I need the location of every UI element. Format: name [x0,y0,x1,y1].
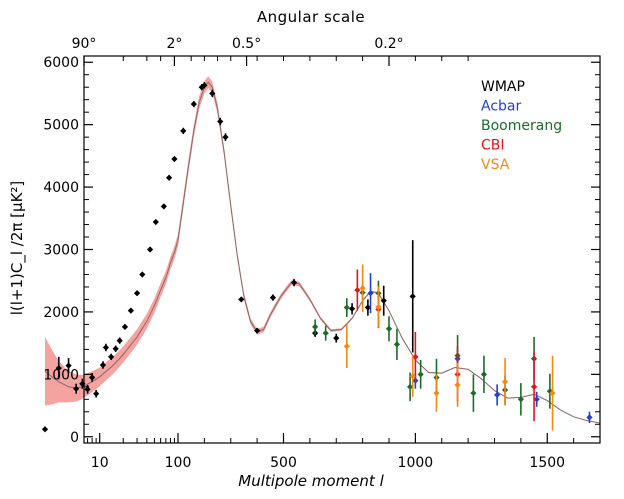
wmap-data-point [190,100,197,108]
vsa-data-point [409,373,416,380]
wmap-data-point [238,296,245,303]
legend-entry-wmap: WMAP [481,79,525,95]
wmap-data-point [160,203,167,210]
cbi-data-point [412,353,419,360]
y-tick-label: 2000 [43,305,79,321]
y-tick-label: 4000 [43,180,79,196]
acbar-data-point [367,290,374,297]
vsa-data-point [501,378,509,385]
wmap-data-point [93,390,100,397]
wmap-data-point [348,305,356,312]
wmap-data-point [102,344,110,351]
x-tick-label: 500 [270,455,297,471]
wmap-data-point [269,294,277,301]
top-tick-label: 90° [72,36,97,52]
vsa-data-point [433,389,440,397]
top-tick-label: 2° [166,36,182,52]
series-acbar [367,273,593,424]
boomerang-data-point [417,371,424,378]
y-axis-title: l(l+1)C_l /2π [μK²] [8,181,27,316]
wmap-data-point [171,155,178,163]
x-tick-label: 1000 [398,455,434,471]
x-axis-title: Multipole moment l [238,472,384,490]
cbi-data-point [530,383,538,390]
wmap-data-point [333,335,340,342]
wmap-data-point [409,293,416,300]
wmap-data-point [112,345,119,352]
wmap-data-point [41,426,49,433]
wmap-data-point [217,118,224,125]
top-axis-title: Angular scale [257,8,365,26]
x-tick-label: 1500 [529,455,565,471]
x-tick-label: 100 [165,455,192,471]
wmap-data-point [364,304,372,311]
wmap-data-point [254,327,261,334]
data-points-layer [41,82,593,433]
top-tick-label: 0.2° [374,36,403,52]
acbar-data-point [586,414,593,421]
y-tick-label: 6000 [43,55,79,71]
wmap-data-point [152,218,159,226]
wmap-data-point [127,307,134,314]
x-tick-label: 10 [91,455,109,471]
y-tick-label: 0 [70,430,79,446]
wmap-data-point [146,246,154,253]
axis-ticks-layer: 0 1000 2000 3000 4000 5000 6000 10 100 500 1000 150… [43,36,600,471]
y-tick-label: 1000 [43,367,79,383]
boomerang-data-point [480,371,488,378]
series-vsa [343,264,556,431]
wmap-data-point [201,82,208,89]
wmap-data-point [222,134,229,141]
acbar-data-point [494,391,501,399]
wmap-data-point [116,337,123,344]
legend-entry-vsa: VSA [481,157,510,173]
wmap-data-point [139,271,146,278]
vsa-data-point [343,343,350,350]
y-tick-label: 3000 [43,243,79,259]
boomerang-data-point [312,323,319,331]
boomerang-data-point [385,325,393,332]
wmap-data-point [166,174,173,181]
legend-entry-boomerang: Boomerang [481,118,562,134]
vsa-data-point [375,303,382,311]
model-curve-layer [44,81,601,424]
wmap-data-point [290,279,298,286]
wmap-data-point [121,323,129,331]
wmap-data-point [133,290,141,297]
wmap-data-point [180,127,187,135]
legend-entry-cbi: CBI [481,138,505,154]
boomerang-data-point [343,304,350,311]
vsa-data-point [359,285,366,292]
cbi-data-point [354,286,361,294]
boomerang-data-point [393,341,401,348]
boomerang-data-point [470,389,477,397]
y-tick-label: 5000 [43,118,79,134]
boomerang-data-point [406,383,414,390]
wmap-data-point [380,297,387,304]
legend-entry-acbar: Acbar [481,99,521,115]
model-curve [44,81,601,424]
vsa-data-point [454,381,461,389]
plot-frame [83,55,601,444]
series-boomerang [312,280,553,416]
legend: WMAP Acbar Boomerang CBI VSA [481,79,562,173]
boomerang-data-point [322,330,329,337]
top-tick-label: 0.5° [232,36,261,52]
